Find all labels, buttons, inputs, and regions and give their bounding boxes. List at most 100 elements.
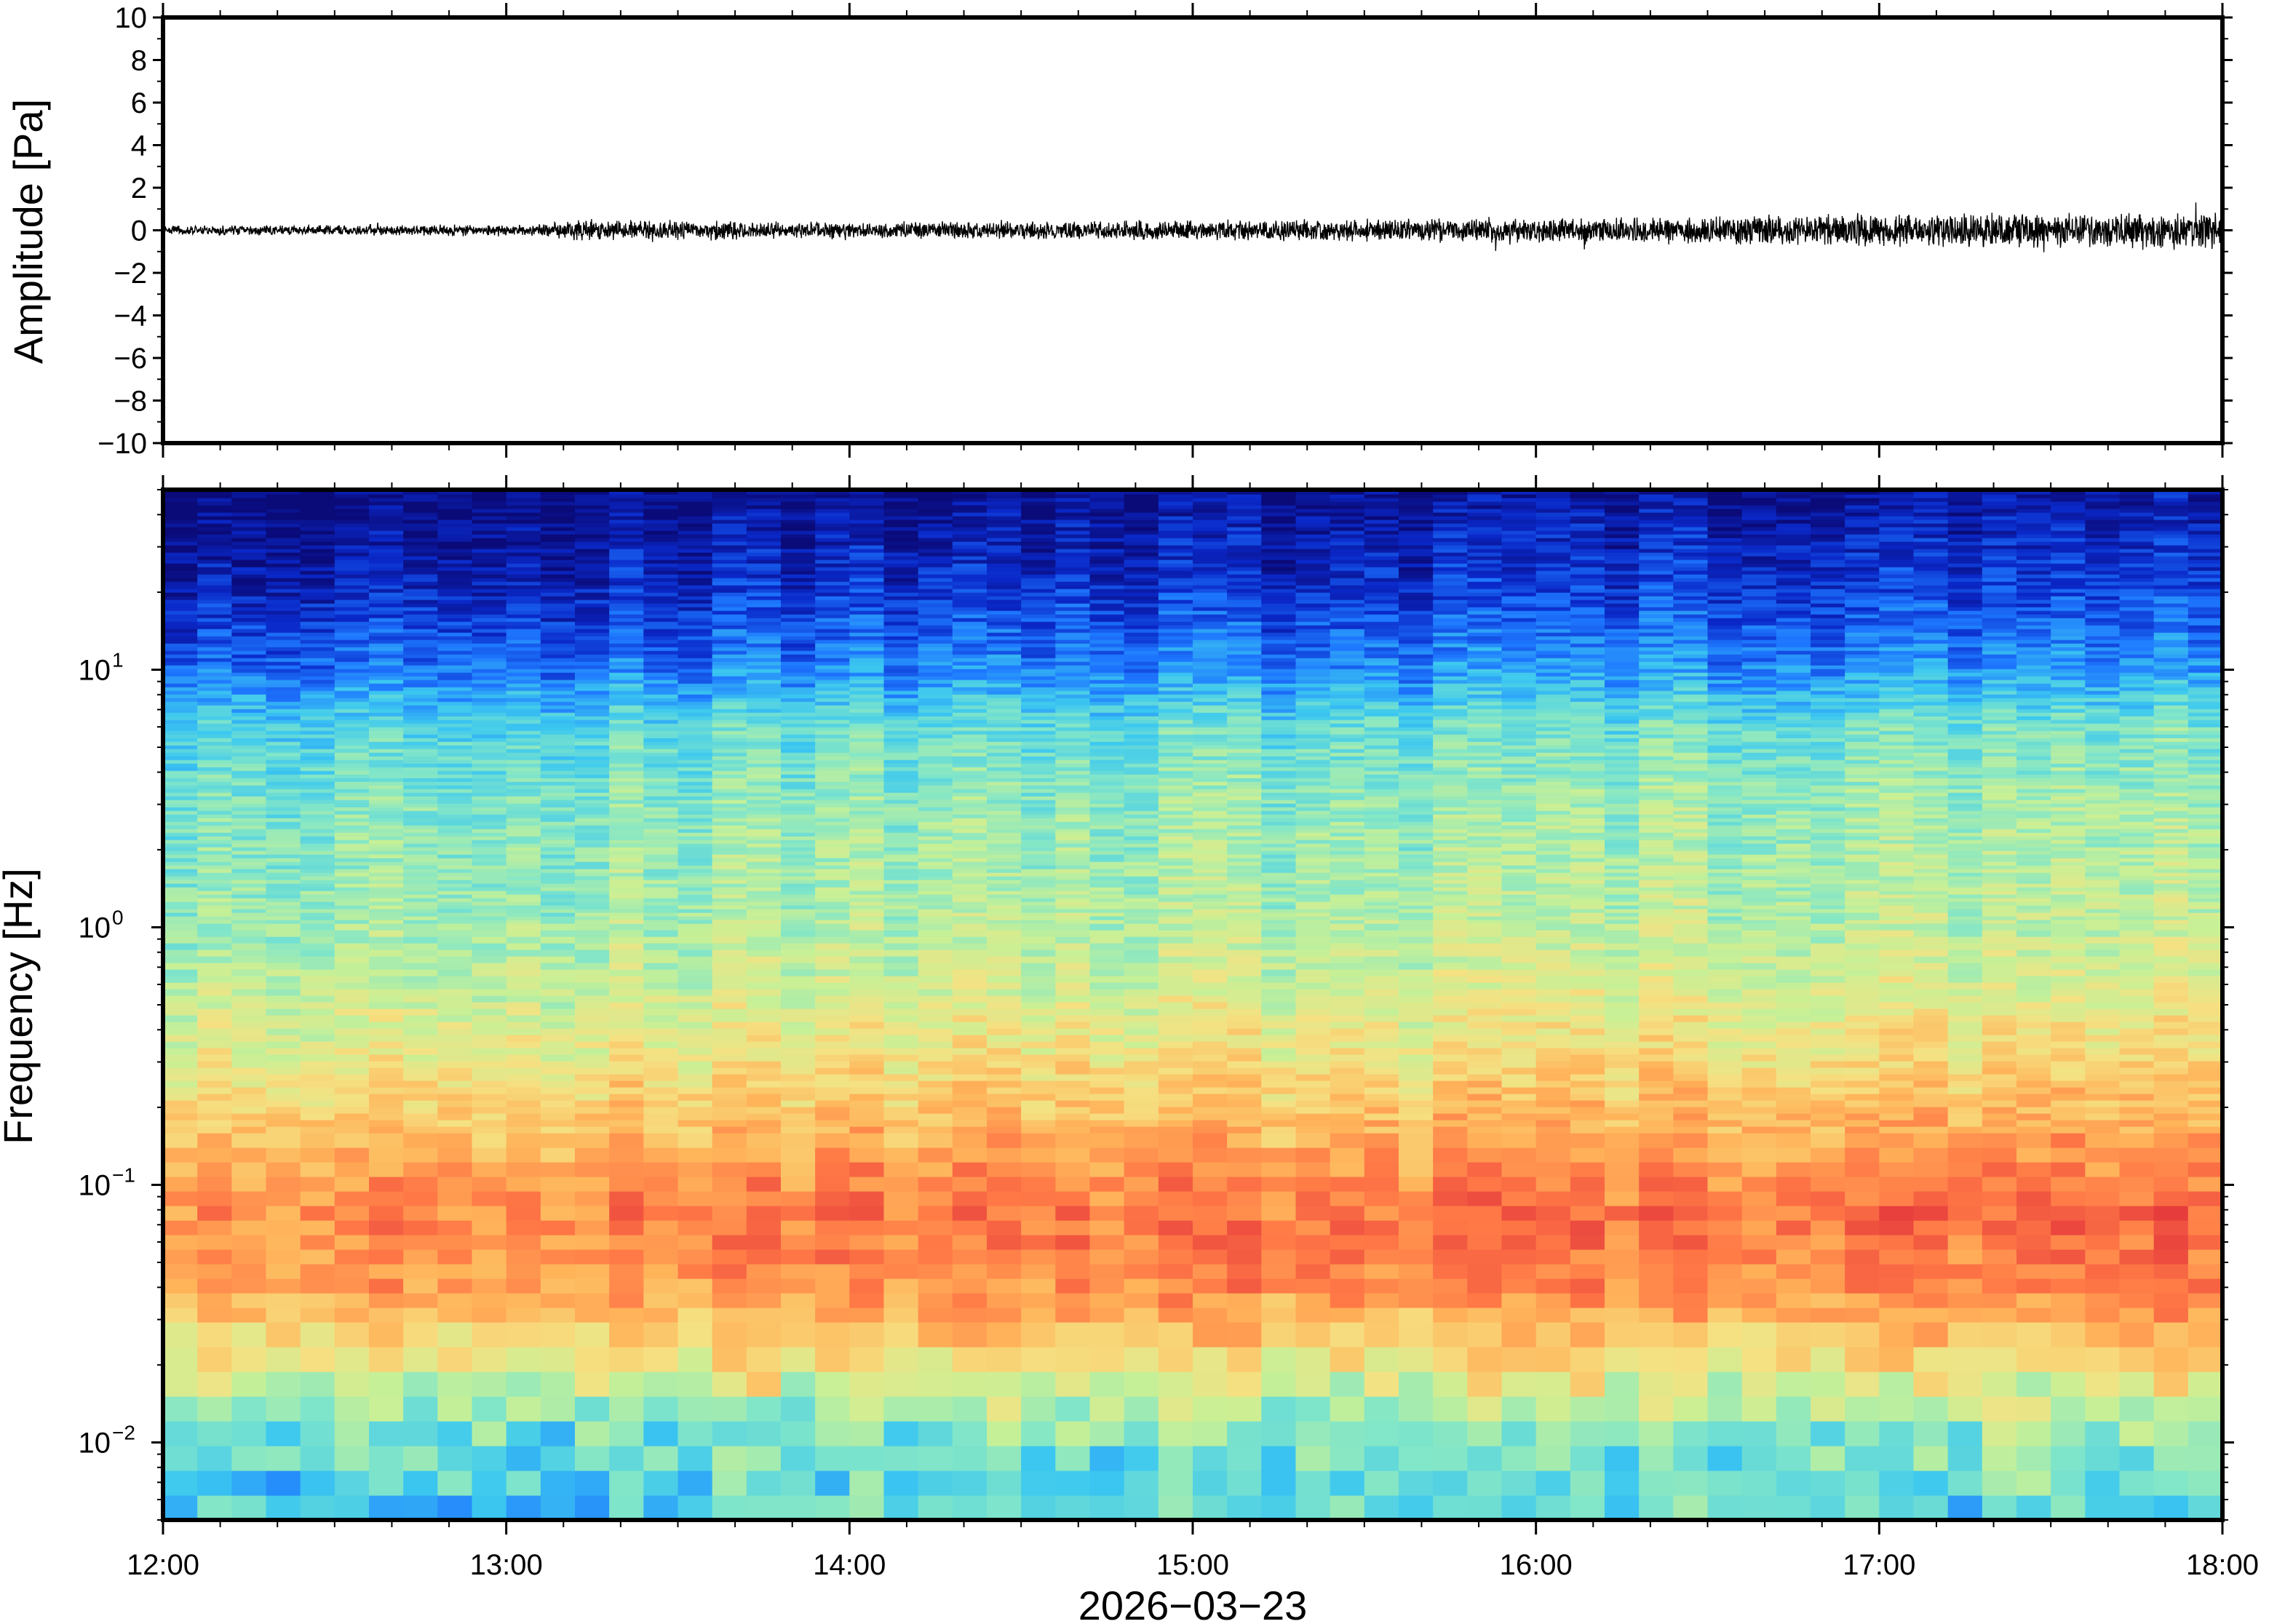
spectrogram-cell xyxy=(918,1293,953,1308)
spectrogram-cell xyxy=(952,1133,988,1148)
spectrogram-cell xyxy=(918,760,953,764)
spectrogram-cell xyxy=(266,1094,301,1101)
spectrogram-cell xyxy=(849,821,885,826)
spectrogram-cell xyxy=(815,767,851,771)
spectrogram-cell xyxy=(575,774,610,779)
spectrogram-cell xyxy=(575,640,610,644)
spectrogram-cell xyxy=(334,603,370,608)
spectrogram-cell xyxy=(231,778,267,782)
spectrogram-cell xyxy=(815,792,851,797)
spectrogram-cell xyxy=(369,563,404,568)
spectrogram-cell xyxy=(369,661,404,666)
spectrogram-cell xyxy=(1055,738,1091,742)
spectrogram-cell xyxy=(677,989,713,996)
spectrogram-cell xyxy=(883,1293,919,1308)
spectrogram-cell xyxy=(677,756,713,760)
spectrogram-cell xyxy=(334,1054,370,1062)
spectrogram-cell xyxy=(334,610,370,615)
spectrogram-cell xyxy=(334,872,370,877)
spectrogram-cell xyxy=(883,818,919,822)
spectrogram-cell xyxy=(643,1067,679,1075)
spectrogram-cell xyxy=(403,1107,439,1114)
spectrogram-cell xyxy=(677,950,713,957)
spectrogram-cell xyxy=(472,749,507,753)
spectrogram-cell xyxy=(883,545,919,549)
spectrogram-cell xyxy=(987,680,1022,684)
spectrogram-cell xyxy=(918,792,953,797)
spectrogram-cell xyxy=(781,854,816,859)
spectrogram-cell xyxy=(1089,574,1125,578)
spectrogram-cell xyxy=(506,490,541,495)
spectrogram-cell xyxy=(197,661,233,666)
spectrogram-cell xyxy=(677,1396,713,1422)
spectrogram-cell xyxy=(369,709,404,713)
spectrogram-cell xyxy=(815,1177,851,1192)
spectrogram-cell xyxy=(575,731,610,735)
spectrogram-cell xyxy=(266,876,301,880)
spectrogram-cell xyxy=(952,720,988,724)
spectrogram-cell xyxy=(643,803,679,808)
spectrogram-cell xyxy=(987,923,1022,931)
spectrogram-cell xyxy=(575,898,610,902)
spectrogram-cell xyxy=(540,894,576,899)
spectrogram-cell xyxy=(677,1421,713,1446)
spectrogram-cell xyxy=(197,610,233,615)
spectrogram-cell xyxy=(437,509,473,513)
spectrogram-cell xyxy=(815,720,851,724)
spectrogram-cell xyxy=(231,1113,267,1121)
spectrogram-cell xyxy=(781,538,816,542)
spectrogram-cell xyxy=(883,632,919,637)
spectrogram-cell xyxy=(334,1094,370,1101)
spectrogram-cell xyxy=(506,1035,541,1042)
spectrogram-cell xyxy=(197,1087,233,1094)
spectrogram-cell xyxy=(1089,898,1125,902)
spectrogram-cell xyxy=(643,669,679,673)
spectrogram-cell xyxy=(815,669,851,673)
spectrogram-cell xyxy=(540,632,576,637)
spectrogram-cell xyxy=(403,603,439,608)
spectrogram-cell xyxy=(1021,1264,1057,1279)
spectrogram-cell xyxy=(472,880,507,884)
spectrogram-cell xyxy=(643,1022,679,1029)
spectrogram-cell xyxy=(643,781,679,786)
spectrogram-cell xyxy=(369,995,404,1003)
spectrogram-cell xyxy=(746,821,782,826)
spectrogram-cell xyxy=(1055,832,1091,837)
spectrogram-cell xyxy=(506,789,541,793)
spectrogram-cell xyxy=(197,883,233,888)
spectrogram-cell xyxy=(540,738,576,742)
spectrogram-cell xyxy=(1089,851,1125,855)
spectrogram-cell xyxy=(472,976,507,983)
spectrogram-cell xyxy=(437,916,473,920)
spectrogram-cell xyxy=(883,1035,919,1042)
spectrogram-cell xyxy=(746,818,782,822)
spectrogram-cell xyxy=(334,781,370,786)
spectrogram-cell xyxy=(987,1206,1022,1221)
spectrogram-cell xyxy=(300,610,335,615)
spectrogram-cell xyxy=(334,549,370,553)
spectrogram-cell xyxy=(231,701,267,706)
spectrogram-cell xyxy=(403,771,439,775)
spectrogram-cell xyxy=(369,916,404,920)
spectrogram-cell xyxy=(1055,894,1091,899)
spectrogram-cell xyxy=(369,923,404,931)
spectrogram-cell xyxy=(712,1067,747,1075)
spectrogram-cell xyxy=(712,1015,747,1022)
spectrogram-cell xyxy=(643,840,679,844)
spectrogram-cell xyxy=(643,950,679,957)
spectrogram-cell xyxy=(677,995,713,1003)
spectrogram-cell xyxy=(1089,716,1125,720)
spectrogram-cell xyxy=(540,1421,576,1446)
spectrogram-cell xyxy=(987,560,1022,564)
spectrogram-cell xyxy=(334,1067,370,1075)
spectrogram-cell xyxy=(643,1322,679,1348)
spectrogram-cell xyxy=(643,570,679,575)
spectrogram-cell xyxy=(712,1054,747,1062)
spectrogram-cell xyxy=(369,872,404,877)
spectrogram-cell xyxy=(472,1008,507,1016)
spectrogram-cell xyxy=(334,490,370,495)
spectrogram-cell xyxy=(1055,621,1091,626)
spectrogram-cell xyxy=(506,1446,541,1471)
spectrogram-cell xyxy=(1021,1220,1057,1235)
spectrogram-cell xyxy=(575,1396,610,1422)
